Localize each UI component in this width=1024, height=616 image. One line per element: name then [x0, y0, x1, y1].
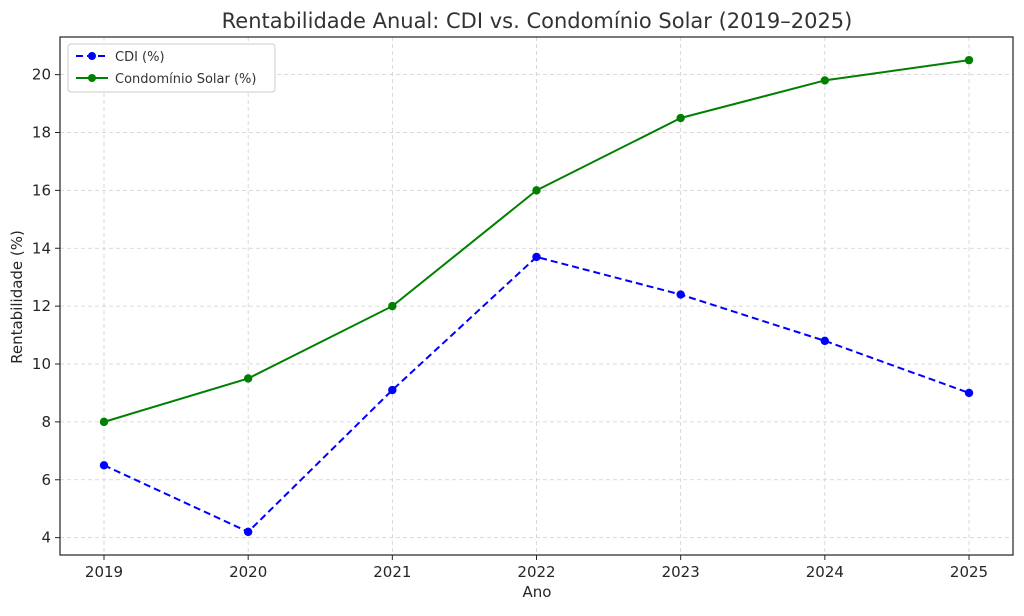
legend-label-cdi: CDI (%) [115, 50, 165, 65]
x-tick-label: 2022 [517, 563, 555, 581]
y-tick-label: 4 [41, 529, 51, 547]
data-point-condominio-solar [388, 301, 397, 311]
y-tick-label: 14 [32, 239, 51, 257]
x-tick-label: 2020 [229, 563, 267, 581]
data-point-cdi [964, 388, 974, 398]
y-tick-label: 10 [32, 355, 51, 373]
data-point-cdi [388, 385, 397, 395]
plot-frame [59, 36, 1014, 556]
y-tick-label: 18 [32, 123, 51, 141]
series-layer [99, 55, 974, 537]
y-tick-label: 6 [41, 471, 51, 489]
data-point-cdi [676, 290, 685, 299]
x-tick-label: 2019 [85, 563, 123, 581]
data-point-condominio-solar [676, 113, 685, 123]
y-tick-label: 8 [41, 413, 51, 431]
legend-box [67, 43, 276, 93]
x-tick-label: 2024 [806, 563, 844, 581]
grid [60, 37, 1013, 555]
data-point-condominio-solar [820, 76, 830, 85]
x-tick-label: 2021 [373, 563, 411, 581]
legend-marker-cdi [88, 52, 96, 60]
data-point-cdi [532, 252, 541, 262]
x-tick-label: 2025 [950, 563, 988, 581]
data-point-condominio-solar [243, 374, 253, 383]
legend: CDI (%) Condomínio Solar (%) [67, 43, 276, 93]
data-point-cdi [243, 527, 253, 537]
legend-label-condominio-solar: Condomínio Solar (%) [115, 72, 256, 87]
data-point-condominio-solar [99, 417, 109, 427]
data-point-condominio-solar [964, 55, 974, 65]
y-tick-label: 12 [32, 297, 51, 315]
data-point-condominio-solar [532, 186, 541, 195]
y-axis-title: Rentabilidade (%) [8, 230, 26, 364]
data-point-cdi [820, 336, 830, 346]
legend-marker-condominio-solar [88, 74, 96, 82]
data-point-cdi [99, 461, 109, 470]
chart-title: Rentabilidade Anual: CDI vs. Condomínio … [222, 9, 853, 33]
axes: 2019 2020 2021 2022 2023 2024 2025 4 6 8 10 12 14 16 1… [32, 36, 1014, 581]
x-tick-label: 2023 [662, 563, 700, 581]
x-axis-title: Ano [523, 583, 552, 601]
y-tick-label: 16 [32, 181, 51, 199]
y-tick-label: 20 [32, 66, 51, 84]
